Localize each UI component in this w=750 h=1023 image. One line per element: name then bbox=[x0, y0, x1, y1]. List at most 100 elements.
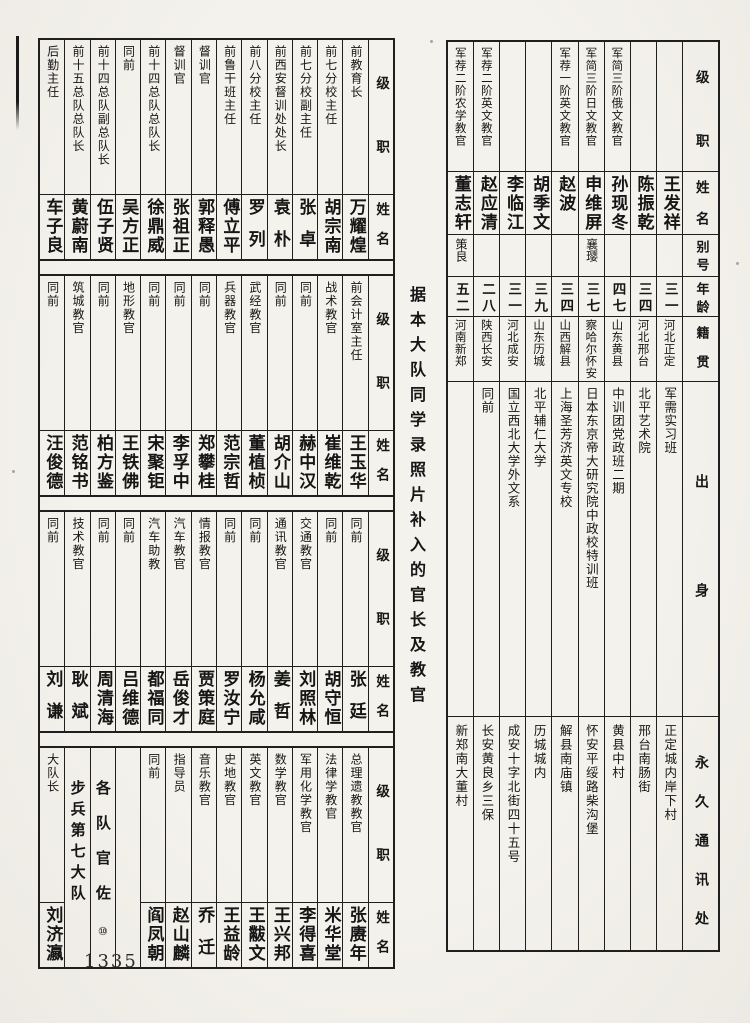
officer-column: 武经教官 董植桢 bbox=[241, 276, 267, 495]
rank-cell: 同前 bbox=[292, 276, 318, 431]
rank-cell: 军简三阶日文教官 bbox=[578, 42, 604, 172]
officer-column: 同前 胡介山 bbox=[266, 276, 292, 495]
rank-header-cell: 级职 bbox=[368, 276, 393, 431]
address-cell: 怀安平绥路柴沟堡 bbox=[579, 717, 604, 950]
address-header-cell: 永久通讯处 bbox=[683, 717, 718, 950]
rank-text: 同前 bbox=[298, 281, 313, 308]
age-text: 五二 bbox=[452, 282, 469, 315]
officer-column: 总理遗教教官 张赓年 bbox=[342, 748, 368, 967]
scan-speck bbox=[12, 470, 15, 473]
address-text: 正定城内岸下村 bbox=[662, 724, 678, 822]
background-header-text: 出身 bbox=[693, 474, 710, 692]
rank-name-header-column: 级职 姓名 bbox=[367, 512, 393, 731]
name-text: 赵波 bbox=[555, 175, 576, 213]
rank-cell bbox=[630, 42, 656, 172]
background-cell: 军需实习班 bbox=[656, 382, 682, 717]
name-text: 胡宗南 bbox=[320, 198, 341, 255]
name-cell: 范铭书 bbox=[65, 431, 89, 495]
instructor-column: 王发祥 三一 河北正定 军需实习班 正定城内岸下村 bbox=[655, 42, 682, 950]
instructor-column: 军荐二阶英文教官 赵应清 二八 陕西长安 同前 长安黄良乡三保 bbox=[473, 42, 500, 950]
name-text: 伍子贤 bbox=[92, 198, 113, 255]
address-text: 成安十字北街四十五号 bbox=[505, 724, 521, 864]
rank-cell: 战术教官 bbox=[318, 276, 343, 431]
officer-column: 地形教官 王铁佛 bbox=[114, 276, 141, 495]
name-text: 袁朴 bbox=[269, 198, 290, 259]
rank-cell: 同前 bbox=[40, 276, 65, 431]
rank-text: 前鲁干班主任 bbox=[222, 45, 237, 126]
origin-text: 河南新郑 bbox=[453, 319, 468, 367]
background-header-cell: 出身 bbox=[683, 382, 718, 717]
alias-cell bbox=[656, 235, 682, 277]
origin-cell: 陕西长安 bbox=[474, 317, 500, 382]
rank-cell: 后勤主任 bbox=[40, 40, 65, 195]
officer-band: 级职 姓名 总理遗教教官 张赓年 法律学教官 米华堂 军用化学教官 李得喜 数学教官 王兴邦 英文教… bbox=[40, 746, 393, 967]
rank-text: 同前 bbox=[349, 517, 364, 544]
alias-cell: 策良 bbox=[448, 235, 474, 277]
footnote-marker: ⑩ bbox=[97, 925, 108, 938]
name-header-text: 姓名 bbox=[373, 674, 390, 731]
name-header-text: 姓名 bbox=[692, 180, 709, 235]
name-cell: 周清海 bbox=[91, 667, 115, 731]
background-text: 上海圣芳济英文专校 bbox=[557, 387, 573, 509]
name-text: 李临江 bbox=[502, 175, 523, 232]
name-cell: 岳俊才 bbox=[166, 667, 190, 731]
age-text: 二八 bbox=[478, 282, 495, 315]
rank-text: 军用化学教官 bbox=[298, 753, 313, 834]
rank-name-header-column: 级职 姓名 bbox=[367, 748, 393, 967]
name-text: 耿斌 bbox=[67, 670, 88, 731]
rank-cell: 同前 bbox=[141, 748, 166, 903]
name-text: 董植桢 bbox=[244, 434, 265, 491]
address-cell: 历城城内 bbox=[526, 717, 551, 950]
rank-header-text: 级职 bbox=[373, 548, 390, 667]
name-text: 王玉华 bbox=[345, 434, 366, 491]
name-cell: 胡介山 bbox=[268, 431, 292, 495]
rank-cell: 大队长 bbox=[40, 748, 65, 903]
address-text: 新郑南大董村 bbox=[453, 724, 469, 808]
background-text: 同前 bbox=[479, 387, 495, 414]
rank-cell: 同前 bbox=[90, 276, 115, 431]
name-cell: 刘济瀛 bbox=[40, 903, 64, 967]
officer-column: 情报教官 贾策庭 bbox=[190, 512, 217, 731]
name-cell: 万耀煌 bbox=[343, 195, 367, 259]
name-cell: 耿斌 bbox=[65, 667, 89, 731]
alias-header-cell: 别号 bbox=[683, 235, 718, 277]
officer-column: 同前 李孚中 bbox=[165, 276, 191, 495]
origin-cell: 山东历城 bbox=[526, 317, 552, 382]
name-text: 胡介山 bbox=[269, 434, 290, 491]
officer-column: 筑城教官 范铭书 bbox=[64, 276, 90, 495]
background-text: 中训团党政班二期 bbox=[609, 387, 625, 495]
rank-text: 同前 bbox=[121, 45, 136, 72]
rank-text: 前十四总队总队长 bbox=[146, 45, 161, 153]
name-cell: 申维屏 bbox=[578, 172, 604, 235]
rank-text: 同前 bbox=[197, 281, 212, 308]
origin-cell: 察哈尔怀安 bbox=[578, 317, 604, 382]
name-text: 车子良 bbox=[42, 198, 63, 255]
age-text: 三四 bbox=[557, 282, 574, 315]
officer-column: 同前 汪俊德 bbox=[40, 276, 65, 495]
name-text: 罗列 bbox=[244, 198, 265, 259]
officer-band: 级职 姓名 同前 张廷 同前 胡守恒 交通教官 刘照林 通讯教官 姜哲 同前 杨允咸 同前 罗汝宁 情报教官… bbox=[40, 510, 393, 733]
rank-text: 同前 bbox=[273, 281, 288, 308]
rank-cell bbox=[526, 42, 552, 172]
rank-cell: 军荐一阶英文教官 bbox=[552, 42, 578, 172]
name-cell: 车子良 bbox=[40, 195, 64, 259]
page-number: 1335 bbox=[84, 951, 138, 972]
name-cell: 李得喜 bbox=[293, 903, 317, 967]
rank-cell: 地形教官 bbox=[115, 276, 141, 431]
rank-text: 大队长 bbox=[45, 753, 60, 794]
name-cell: 姜哲 bbox=[268, 667, 292, 731]
name-cell: 吕维德 bbox=[116, 667, 140, 731]
name-text: 孙现冬 bbox=[607, 175, 628, 232]
name-cell: 孙现冬 bbox=[604, 172, 630, 235]
age-header-cell: 年龄 bbox=[683, 277, 718, 317]
address-text: 长安黄良乡三保 bbox=[479, 724, 495, 822]
rank-cell: 同前 bbox=[166, 276, 191, 431]
background-cell: 同前 bbox=[474, 382, 500, 717]
name-cell: 罗列 bbox=[242, 195, 266, 259]
rank-header-cell: 级职 bbox=[368, 512, 393, 667]
name-text: 刘照林 bbox=[295, 670, 316, 727]
name-text: 刘济瀛 bbox=[42, 906, 63, 963]
name-text: 张廷 bbox=[345, 670, 366, 731]
section-title-text: 步兵第七大队 bbox=[68, 780, 87, 906]
rank-text: 同前 bbox=[121, 517, 136, 544]
